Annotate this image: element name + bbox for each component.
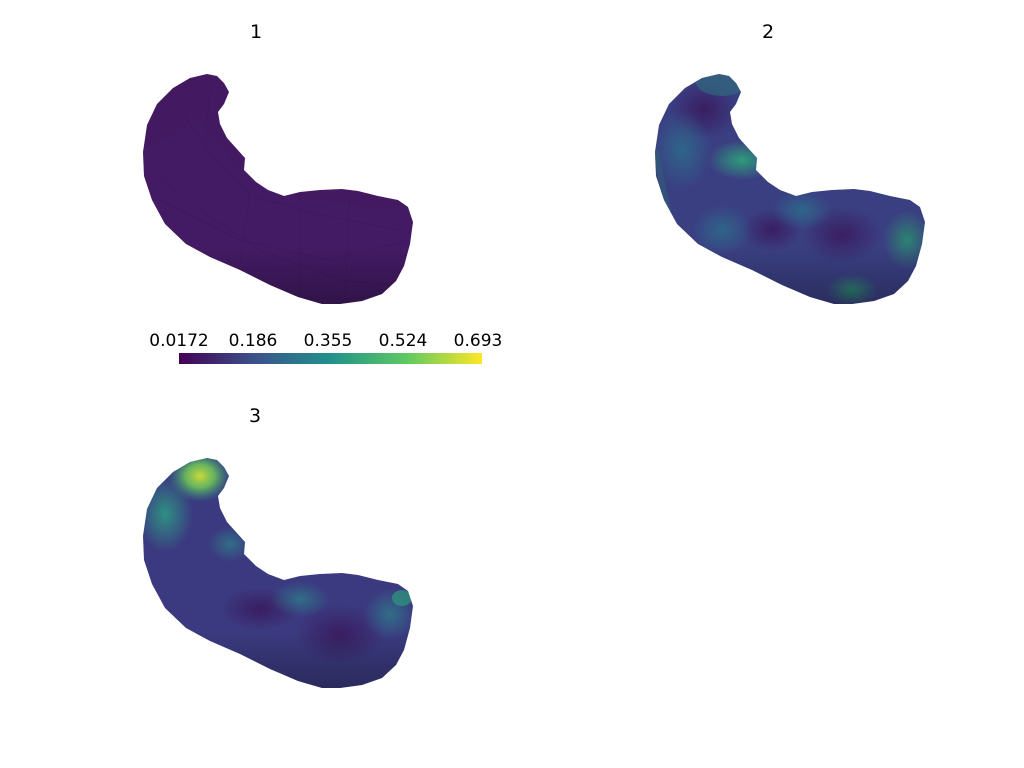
colorbar-gradient [179,353,482,364]
panel-2-title: 2 [761,21,775,43]
colorbar: 0.0172 0.186 0.355 0.524 0.693 [149,330,510,370]
colorbar-tick-label: 0.0172 [149,331,209,351]
colorbar-tick-label: 0.186 [228,331,278,351]
colorbar-tick-label: 0.355 [303,331,353,351]
panel-3-title: 3 [248,405,262,427]
mesh-1 [143,74,413,304]
mesh-3 [143,458,413,688]
colorbar-tick-label: 0.524 [378,331,428,351]
panel-1-title: 1 [249,21,263,43]
colorbar-tick-label: 0.693 [453,331,503,351]
mesh-2 [655,74,925,304]
